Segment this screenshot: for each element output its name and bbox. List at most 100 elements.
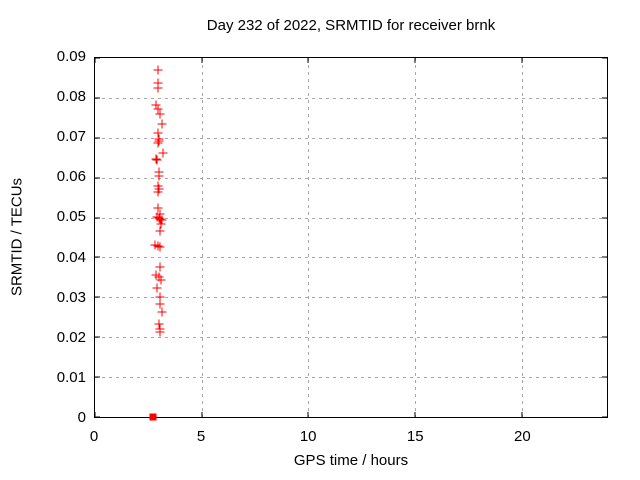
data-point-plus [157,307,167,317]
y-tick-label: 0.03 [56,288,86,306]
y-tick-mark-mirror [602,376,607,378]
data-point-plus [154,136,164,146]
y-tick-label: 0.04 [56,248,86,266]
grid-line-horizontal [95,137,607,139]
y-tick-mark-mirror [602,137,607,139]
y-tick-mark [95,256,100,258]
data-point-square [149,413,157,421]
grid-line-horizontal [95,337,607,339]
data-point-plus [155,242,165,252]
grid-line-vertical [415,58,416,417]
y-tick-label: 0.09 [56,48,86,65]
data-point-plus [153,187,163,197]
grid-line-horizontal [95,217,607,219]
y-tick-label: 0.07 [56,128,86,146]
data-point-plus [154,272,164,282]
y-tick-mark-mirror [602,296,607,298]
data-point-plus [153,241,163,251]
data-point-plus [153,128,163,138]
x-tick-mark-mirror [414,58,416,63]
data-point-plus [153,104,163,114]
data-point-plus [155,327,165,337]
y-tick-mark [95,57,100,59]
data-point-plus [151,100,161,110]
data-point-plus [151,270,161,280]
y-tick-mark [95,177,100,179]
y-tick-mark-mirror [602,57,607,59]
plot-area [94,57,608,421]
data-point-plus [158,148,168,158]
data-point-plus [153,138,163,148]
grid-line-vertical [308,58,310,417]
data-point-plus [151,154,161,164]
grid-line-horizontal [95,97,607,99]
data-point-plus [152,283,162,293]
data-point-plus [153,65,163,75]
y-tick-mark-mirror [602,416,607,418]
y-tick-label: 0.01 [56,368,86,386]
y-tick-mark-mirror [602,97,607,99]
y-tick-mark [95,376,100,378]
data-point-plus [153,83,163,93]
x-axis-label: GPS time / hours [293,452,409,469]
y-tick-mark [95,296,100,298]
data-point-plus [153,78,163,88]
x-tick-label: 0 [89,428,99,445]
x-tick-label: 20 [513,428,531,445]
grid-line-vertical [521,58,523,417]
x-tick-mark [201,412,203,417]
y-tick-label: 0.02 [56,328,86,346]
data-point-plus [155,226,165,236]
y-tick-mark-mirror [602,336,607,338]
data-point-plus [153,203,163,213]
data-point-plus [155,262,165,272]
data-point-plus [154,319,164,329]
data-point-plus [157,119,167,129]
y-tick-label: 0.05 [56,208,86,226]
y-tick-mark [95,416,100,418]
data-point-plus [155,214,165,224]
data-point-plus [154,171,164,181]
data-point-plus [154,272,164,282]
x-tick-mark-mirror [94,58,96,63]
data-point-plus [157,215,167,225]
data-point-plus [152,155,162,165]
x-tick-label: 10 [299,428,317,445]
y-tick-label: 0 [77,409,86,426]
grid-line-horizontal [95,177,607,179]
y-tick-label: 0.06 [56,168,86,186]
x-tick-mark [414,412,416,417]
y-tick-mark-mirror [602,217,607,219]
chart-title: Day 232 of 2022, SRMTID for receiver brn… [206,17,496,34]
grid-line-horizontal [95,257,607,259]
data-point-plus [155,292,165,302]
y-tick-mark-mirror [602,177,607,179]
y-tick-mark [95,336,100,338]
y-tick-mark [95,137,100,139]
x-tick-mark-mirror [521,58,523,63]
data-point-plus [156,219,166,229]
data-point-plus [155,109,165,119]
x-tick-label: 5 [196,428,206,445]
data-point-plus [155,299,165,309]
y-tick-mark [95,97,100,99]
data-point-plus [156,275,166,285]
x-tick-labels: 0 5 10 15 20 [90,428,608,446]
grid-line-horizontal [95,377,607,379]
x-tick-mark-mirror [201,58,203,63]
x-tick-mark [521,412,523,417]
x-tick-mark-mirror [307,58,309,63]
grid-line-horizontal [95,297,607,299]
y-tick-mark [95,217,100,219]
x-tick-label: 15 [406,428,424,445]
y-tick-labels: 0 0.01 0.02 0.03 0.04 0.05 0.06 0.07 0.08 0.09 [0,49,86,426]
data-point-plus [154,213,164,223]
data-point-plus [150,240,160,250]
data-point-plus [153,181,163,191]
x-tick-mark [94,412,96,417]
y-tick-mark-mirror [602,256,607,258]
y-tick-label: 0.08 [56,88,86,106]
grid-line-vertical [201,58,203,417]
x-tick-mark [307,412,309,417]
